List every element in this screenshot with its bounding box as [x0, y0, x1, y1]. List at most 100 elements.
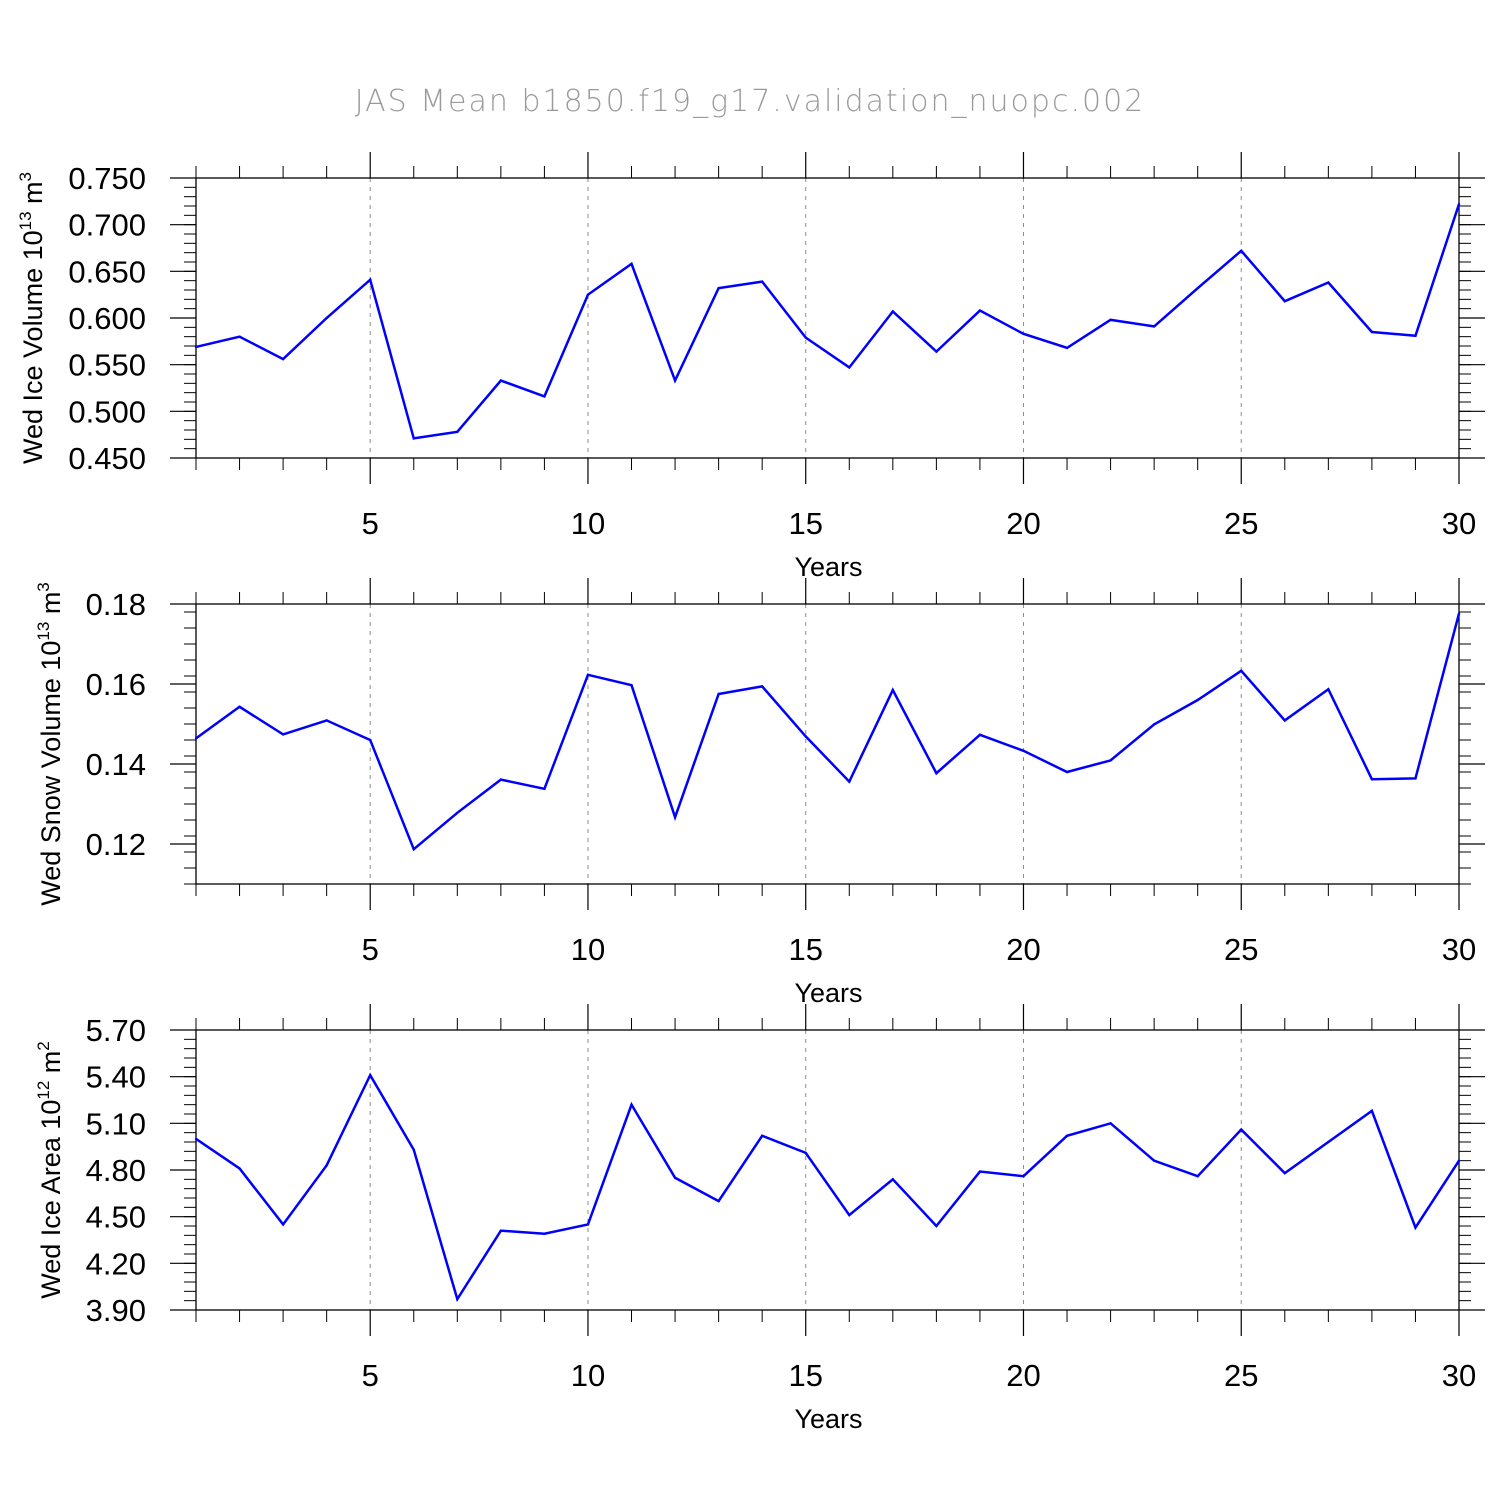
ice-area-xtick-label: 20	[1006, 1358, 1040, 1393]
panel-snow-volume: 0.12 0.14 0.16 0.18 5 10 15 20 25 30 Years Wed Snow…	[34, 578, 1485, 1008]
ice-volume-data-point	[935, 350, 938, 353]
snow-volume-data-point	[1327, 688, 1330, 691]
ice-volume-data-point	[1022, 332, 1025, 336]
ice-area-data-point	[1370, 1109, 1374, 1113]
ice-area-ytick-label: 5.40	[86, 1060, 146, 1095]
panel-ice-area: 3.90 4.20 4.50 4.80 5.10 5.40 5.70 5 10 15 20 25 30 Y…	[34, 1004, 1485, 1434]
ice-volume-data-point	[281, 357, 285, 361]
ice-area-data-point	[848, 1213, 851, 1217]
ice-area-data-point	[1152, 1159, 1156, 1162]
ice-volume-data-point	[1414, 334, 1417, 337]
ice-area-data-point	[1414, 1226, 1417, 1229]
ice-area-ytick-label: 5.10	[86, 1106, 146, 1141]
ice-volume-data-point	[717, 286, 720, 290]
snow-volume-xtick-label: 25	[1224, 932, 1258, 967]
snow-volume-data-point	[499, 778, 503, 781]
snow-volume-data-point	[325, 719, 328, 722]
ice-volume-data-point	[1240, 249, 1243, 252]
ice-area-series-line	[195, 1072, 1461, 1303]
snow-volume-data-point	[717, 692, 720, 696]
snow-volume-ytick-label: 0.16	[86, 667, 146, 702]
snow-volume-series-line	[195, 613, 1461, 852]
ice-area-ytick-label: 3.90	[86, 1293, 146, 1328]
ice-volume-ytick-label: 0.450	[68, 441, 146, 476]
snow-volume-data-point	[238, 705, 241, 708]
ice-volume-xtick-label: 15	[788, 506, 822, 541]
snow-volume-data-point	[586, 673, 590, 676]
snow-volume-data-point	[1065, 770, 1069, 774]
ice-volume-data-point	[848, 366, 851, 369]
ice-volume-ytick-label: 0.750	[68, 161, 146, 196]
ice-area-xtick-label: 15	[788, 1358, 822, 1393]
ice-area-xtick-label: 25	[1224, 1358, 1258, 1393]
ice-area-data-point	[630, 1103, 633, 1106]
ice-volume-data-point	[891, 310, 895, 313]
panel-ice-volume: 0.450 0.500 0.550 0.600 0.650 0.700 0.750 5 10 15…	[16, 152, 1485, 582]
snow-volume-data-point	[760, 685, 764, 688]
snow-volume-data-point	[456, 811, 459, 814]
ice-area-data-point	[804, 1151, 807, 1155]
snow-volume-data-point	[194, 737, 198, 740]
figure-title: JAS Mean b1850.f19_g17.validation_nuopc.…	[354, 84, 1146, 119]
ice-area-data-point	[760, 1134, 764, 1137]
snow-volume-data-point	[1196, 698, 1199, 702]
snow-volume-plot-frame	[195, 603, 1460, 885]
snow-volume-data-point	[848, 780, 851, 783]
ice-volume-data-point	[194, 345, 198, 349]
ice-area-ytick-label: 4.20	[86, 1246, 146, 1281]
snow-volume-data-point	[1022, 749, 1025, 752]
ice-volume-data-point	[543, 395, 546, 398]
ice-area-data-point	[1327, 1140, 1330, 1144]
snow-volume-data-point	[978, 733, 982, 736]
ice-area-xtick-label: 10	[571, 1358, 605, 1393]
ice-volume-data-point	[1457, 202, 1461, 206]
snow-volume-data-point	[935, 772, 938, 775]
snow-volume-ytick-label: 0.18	[86, 587, 146, 622]
ice-area-data-point	[1240, 1128, 1243, 1131]
ice-area-data-point	[891, 1178, 895, 1181]
ice-volume-xlabel: Years	[794, 552, 862, 582]
ice-volume-ytick-label: 0.600	[68, 301, 146, 336]
ice-volume-ytick-label: 0.650	[68, 254, 146, 289]
snow-volume-data-point	[630, 684, 633, 687]
ice-area-data-point	[717, 1199, 720, 1203]
snow-volume-data-point	[673, 816, 677, 819]
ice-area-data-point	[412, 1148, 415, 1151]
snow-volume-data-point	[1457, 612, 1461, 615]
ice-volume-ytick-label: 0.700	[68, 208, 146, 243]
snow-volume-xtick-label: 30	[1442, 932, 1476, 967]
ice-volume-data-point	[369, 278, 372, 281]
ice-area-data-point	[499, 1229, 503, 1232]
ice-area-data-point	[281, 1223, 285, 1226]
ice-volume-xtick-label: 25	[1224, 506, 1258, 541]
ice-volume-plot-frame	[195, 177, 1460, 459]
ice-volume-data-point	[325, 316, 328, 320]
snow-volume-data-point	[1152, 723, 1156, 726]
snow-volume-data-point	[1370, 778, 1374, 781]
ice-area-data-point	[935, 1224, 938, 1228]
snow-volume-xtick-label: 10	[571, 932, 605, 967]
ice-area-data-point	[1457, 1159, 1461, 1162]
ice-volume-xtick-label: 30	[1442, 506, 1476, 541]
snow-volume-data-point	[281, 733, 285, 736]
snow-volume-data-point	[1109, 759, 1112, 762]
snow-volume-data-point	[1414, 777, 1417, 780]
ice-area-data-point	[369, 1073, 372, 1077]
ice-area-data-point	[194, 1137, 198, 1141]
ice-volume-data-point	[499, 379, 503, 382]
ice-volume-data-point	[238, 335, 241, 338]
ice-area-data-point	[1022, 1175, 1025, 1178]
ice-area-data-point	[1283, 1171, 1286, 1175]
ice-volume-data-point	[804, 336, 807, 339]
ice-volume-data-point	[1283, 300, 1286, 303]
ice-volume-data-point	[456, 430, 459, 434]
ice-volume-data-point	[760, 280, 764, 283]
snow-volume-data-point	[891, 688, 895, 692]
ice-volume-xtick-label: 20	[1006, 506, 1040, 541]
snow-volume-xlabel: Years	[794, 978, 862, 1008]
snow-volume-data-point	[1240, 669, 1243, 672]
snow-volume-xtick-label: 15	[788, 932, 822, 967]
snow-volume-data-point	[1283, 719, 1286, 722]
ice-area-xtick-label: 30	[1442, 1358, 1476, 1393]
